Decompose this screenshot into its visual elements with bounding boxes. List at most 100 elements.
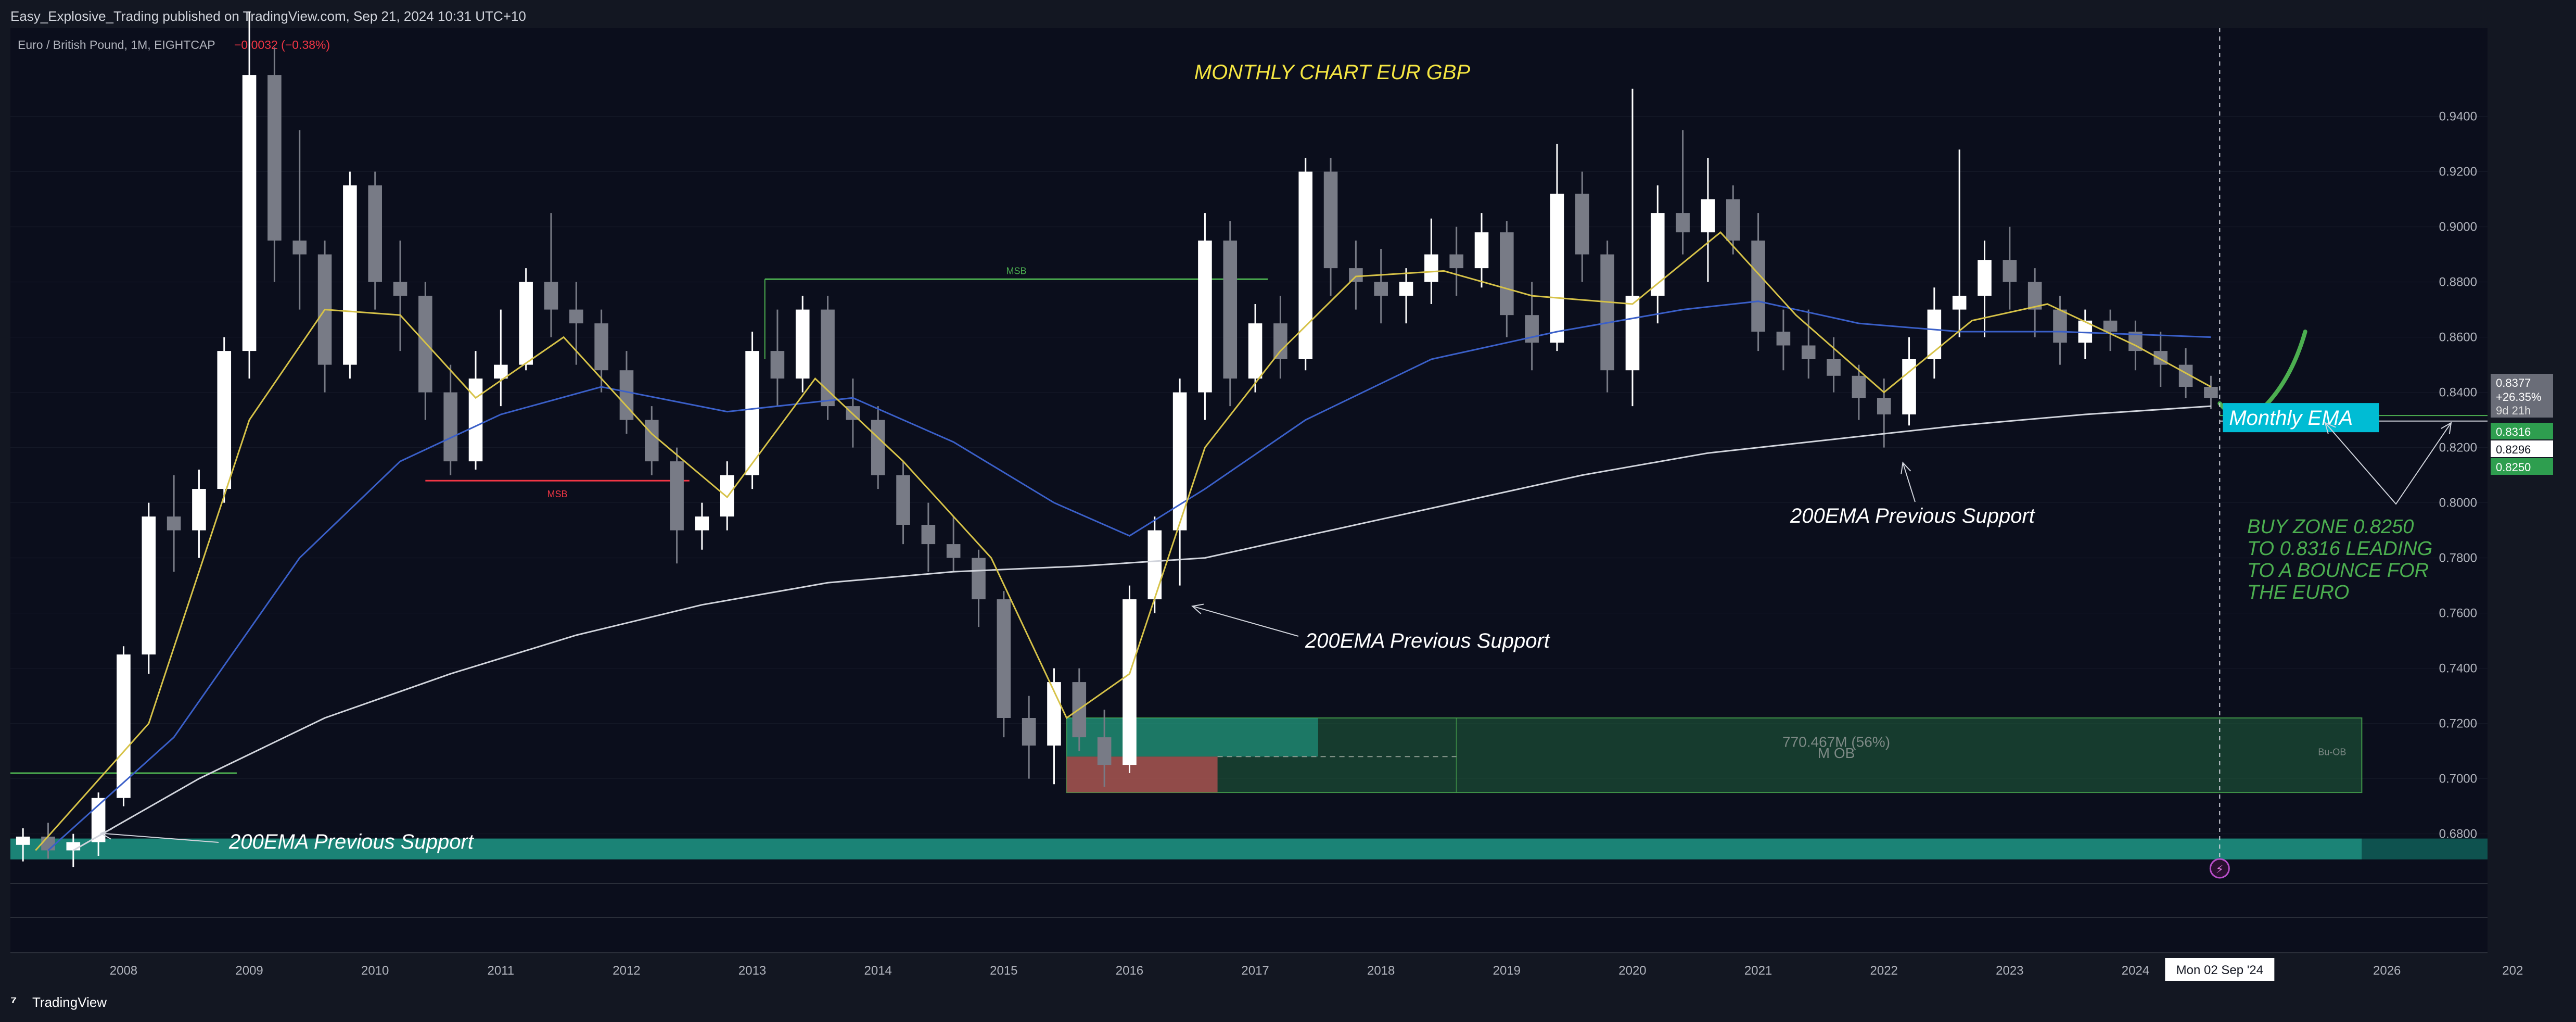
candle-body [695,516,709,531]
monthly-ema-box [2223,403,2379,433]
candle-body [66,842,81,851]
price-axis[interactable]: 0.9400 0.9200 0.9000 0.8800 0.8600 0.8400 0.82… [2439,110,2477,841]
y-tick-label: 0.8600 [2439,331,2477,345]
candle-body [1952,296,1967,310]
x-tick-label: 2012 [613,964,640,978]
candle-body [1650,213,1665,296]
candle-body [1449,254,1463,269]
candle-body [544,282,558,310]
candle-body [1198,241,1212,393]
support-label: 200EMA Previous Support [228,830,475,853]
candle-body [946,544,961,558]
buy-zone-text: THE EURO [2247,582,2349,603]
candle-body [2103,320,2118,332]
event-marker-icon: ⚡ [2216,863,2224,876]
candle-body [1801,345,1816,359]
y-tick-label: 0.7400 [2439,662,2477,676]
last-price-label: 0.8377 [2496,376,2531,389]
x-tick-label: 2024 [2122,964,2149,978]
y-tick-label: 0.7200 [2439,717,2477,731]
tradingview-logo-icon: ⁷ [10,993,17,1011]
price-change: −0.0032 (−0.38%) [234,38,330,52]
candle-body [1399,282,1413,296]
x-tick-label: 2023 [1996,964,2023,978]
candle-body [1474,232,1489,269]
y-tick-label: 0.8200 [2439,441,2477,455]
tradingview-brand: TradingView [32,994,107,1010]
support-arrow-head [1901,461,1911,474]
candle-body [192,489,206,531]
y-tick-label: 0.8400 [2439,386,2477,400]
msb-label: MSB [1006,266,1026,276]
candle-body [1751,241,1765,332]
candle-body [142,516,156,655]
x-tick-label: 2018 [1367,964,1395,978]
order-block-label: 770.467M (56%) [1782,734,1890,750]
candle-body [468,378,483,462]
candle-body [1374,282,1388,296]
candle-body [368,185,382,282]
candle-body [1273,323,1287,359]
tradingview-logo[interactable]: ⁷ TradingView [10,993,107,1011]
buy-zone-arrow-head [2441,422,2452,434]
order-block-lower [1066,756,1218,793]
candle-body [997,599,1011,718]
ema-price-box [2491,440,2553,457]
candle-body [1575,194,1589,255]
candle-body [2003,260,2017,282]
candle-body [393,282,407,296]
support-label: 200EMA Previous Support [1790,504,2036,527]
x-tick-label: 2016 [1116,964,1143,978]
candle-body [2027,282,2042,310]
candle-body [2053,309,2067,343]
y-tick-label: 0.9000 [2439,220,2477,234]
candle-body [343,185,357,365]
order-block-tag: Bu-OB [2318,747,2346,758]
candle-body [569,309,583,324]
crosshair-date-label: Mon 02 Sep '24 [2176,963,2263,977]
candle-body [1726,199,1740,241]
ema-fast-line [35,231,2212,851]
candle-body [972,558,986,600]
candle-body [1978,260,1992,296]
candle-body [745,351,759,475]
candle-body [1827,359,1841,376]
candle-body [1123,599,1137,765]
time-axis[interactable]: 2008 2009 2010 2011 2012 2013 2014 2015 2016 2017… [110,958,2523,981]
support-arrow-line [1192,605,1299,637]
support-arrow-head [1191,603,1204,614]
buy-zone-top-box [2491,423,2553,439]
support-label: 200EMA Previous Support [1305,629,1551,652]
bottom-band-tail [2362,838,2488,860]
y-tick-label: 0.9200 [2439,165,2477,179]
candle-body [821,309,835,407]
annotations: 200EMA Previous Support 200EMA Previous S… [99,403,2452,853]
ema-mid-line [47,300,2211,851]
buy-zone-text: TO 0.8316 LEADING [2247,538,2432,560]
candle-body [1349,268,1363,282]
candles [16,11,2218,867]
order-block-sublabel: M OB [1818,745,1855,761]
candle-body [16,836,30,845]
y-tick-label: 0.9400 [2439,110,2477,124]
x-tick-label: 2017 [1241,964,1269,978]
published-by-text: Easy_Explosive_Trading published on Trad… [10,8,526,24]
crosshair: ⚡ [2209,28,2230,879]
y-tick-label: 0.8000 [2439,496,2477,510]
ema-200-line [73,405,2211,851]
candle-body [1550,194,1564,343]
candle-body [2204,387,2218,398]
buy-zone-bottom-box [2491,458,2553,475]
candle-body [921,525,936,545]
bar-timer: 9d 21h [2496,404,2531,417]
candle-body [267,75,282,241]
y-tick-label: 0.7600 [2439,607,2477,621]
candle-body [242,75,257,351]
bottom-band-zone [10,838,2362,860]
x-tick-label: 2019 [1493,964,1521,978]
candle-body [1776,332,1791,346]
candle-body [1600,254,1614,371]
x-tick-label: 2008 [110,964,137,978]
buy-zone-top-label: 0.8316 [2496,425,2531,438]
